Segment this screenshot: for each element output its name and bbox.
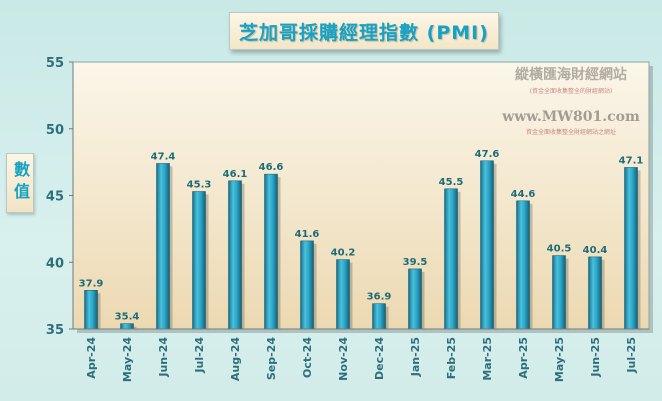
watermark: 縱橫匯海財經網站 (資金全面收集整全的財經網站) www.MW801.com 資… xyxy=(501,66,640,136)
bar xyxy=(120,323,134,330)
data-label: 45.5 xyxy=(439,177,464,188)
chart-title-box: 芝加哥採購經理指數 (PMI) xyxy=(229,12,499,50)
data-label: 45.3 xyxy=(187,179,212,190)
bar xyxy=(192,191,206,330)
data-label: 37.9 xyxy=(79,278,104,289)
x-tick-label: Sep-24 xyxy=(265,337,278,380)
x-tick-label: Jun-24 xyxy=(157,337,170,378)
data-label: 44.6 xyxy=(511,189,536,200)
data-label: 40.5 xyxy=(547,244,572,255)
x-tick-label: Oct-24 xyxy=(301,337,314,378)
data-label: 46.1 xyxy=(223,169,248,180)
x-tick-label: Jan-25 xyxy=(409,337,422,377)
x-tick-label: Jun-25 xyxy=(589,337,602,378)
x-tick-label: Jul-24 xyxy=(193,337,206,374)
x-tick-label: May-24 xyxy=(121,337,134,382)
y-tick-label: 50 xyxy=(46,123,64,138)
bar xyxy=(228,180,242,330)
data-label: 40.4 xyxy=(583,245,608,256)
data-label: 47.6 xyxy=(475,149,500,160)
bar xyxy=(624,167,638,330)
bar xyxy=(264,173,278,330)
watermark-url: www.MW801.com xyxy=(501,109,640,125)
x-tick-label: Apr-25 xyxy=(517,337,530,379)
data-label: 47.4 xyxy=(151,151,176,162)
bar xyxy=(84,290,98,330)
watermark-name-sub: (資金全面收集整全的財經網站) xyxy=(530,87,613,95)
x-tick-label: Dec-24 xyxy=(373,337,386,380)
y-tick-label: 55 xyxy=(46,56,64,71)
x-tick-label: Apr-24 xyxy=(85,337,98,379)
x-tick-label: Mar-25 xyxy=(481,337,494,381)
x-tick-label: Jul-25 xyxy=(625,337,638,374)
bar xyxy=(408,268,422,330)
bar xyxy=(552,255,566,330)
bar xyxy=(480,160,494,330)
y-axis-label-box: 數值 xyxy=(6,153,34,213)
x-tick-label: Aug-24 xyxy=(229,337,242,381)
y-axis-label: 數值 xyxy=(11,161,30,205)
chart-title: 芝加哥採購經理指數 (PMI) xyxy=(239,21,489,44)
x-tick-label: Feb-25 xyxy=(445,337,458,379)
x-tick-label: Nov-24 xyxy=(337,337,350,381)
bar xyxy=(300,240,314,330)
data-label: 46.6 xyxy=(259,162,284,173)
data-label: 36.9 xyxy=(367,292,392,303)
bar xyxy=(372,303,386,330)
data-label: 39.5 xyxy=(403,257,428,268)
data-label: 35.4 xyxy=(115,312,140,323)
data-label: 40.2 xyxy=(331,248,356,259)
bar xyxy=(336,259,350,330)
bar xyxy=(444,188,458,330)
data-label: 41.6 xyxy=(295,229,320,240)
bar xyxy=(516,200,530,330)
x-tick-label: May-25 xyxy=(553,337,566,382)
y-tick-label: 45 xyxy=(46,190,64,205)
watermark-url-sub: 資金全面收集整全財經網站之網址 xyxy=(526,128,616,136)
bar xyxy=(156,163,170,330)
y-tick-label: 35 xyxy=(46,323,64,338)
watermark-name: 縱橫匯海財經網站 xyxy=(515,66,627,83)
bar xyxy=(588,256,602,330)
data-label: 47.1 xyxy=(619,155,644,166)
y-tick-label: 40 xyxy=(46,256,64,271)
